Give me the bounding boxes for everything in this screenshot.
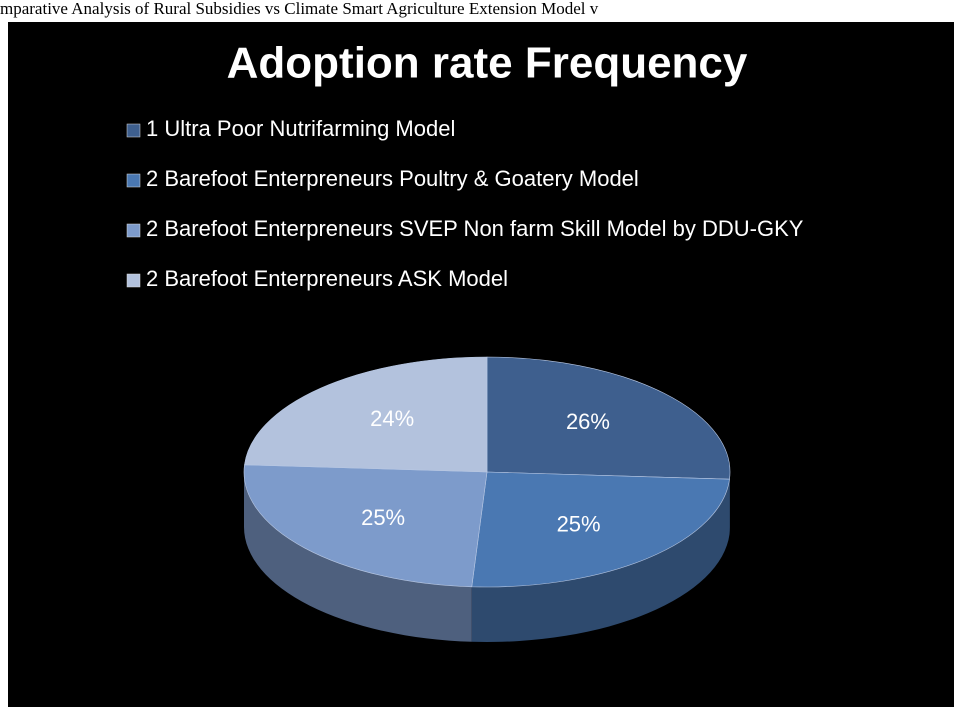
legend-swatch xyxy=(126,223,141,238)
pie-slice xyxy=(244,356,488,473)
caption: mparative Analysis of Rural Subsidies vs… xyxy=(0,0,599,18)
data-label: 25% xyxy=(557,511,601,536)
data-label: 26% xyxy=(566,409,610,434)
legend-swatch xyxy=(126,123,141,138)
legend-swatch xyxy=(126,173,141,188)
legend-label: 2 Barefoot Enterpreneurs Poultry & Goate… xyxy=(146,166,639,191)
pie-slice xyxy=(243,464,488,588)
chart-title: Adoption rate Frequency xyxy=(227,39,748,88)
pie-slice xyxy=(486,356,731,480)
legend-label: 2 Barefoot Enterpreneurs ASK Model xyxy=(146,266,508,291)
pie-side xyxy=(471,479,730,642)
data-label: 25% xyxy=(361,505,405,530)
legend-swatch xyxy=(126,273,141,288)
pie-side xyxy=(244,472,472,642)
legend-label: 2 Barefoot Enterpreneurs SVEP Non farm S… xyxy=(146,216,804,241)
legend-label: 1 Ultra Poor Nutrifarming Model xyxy=(146,116,455,141)
data-label: 24% xyxy=(370,406,414,431)
pie-slice xyxy=(471,471,730,588)
